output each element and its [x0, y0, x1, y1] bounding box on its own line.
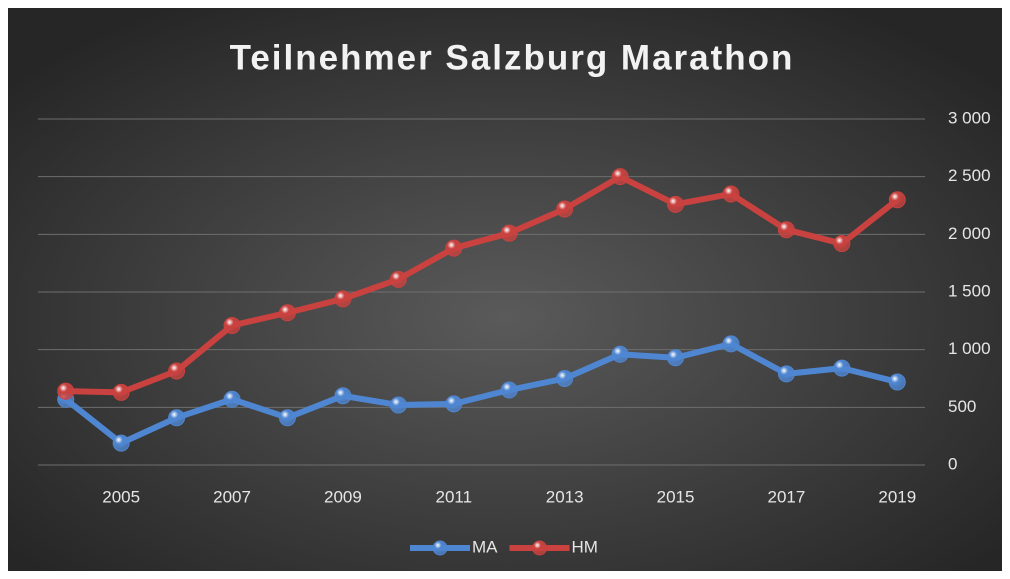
data-point [389, 270, 407, 288]
data-point [445, 395, 463, 413]
data-point [722, 185, 740, 203]
x-tick-label: 2011 [436, 487, 473, 506]
y-tick-label: 0 [948, 454, 957, 473]
data-point [334, 387, 352, 405]
data-point [833, 359, 851, 377]
data-point [278, 409, 296, 427]
data-point [112, 434, 130, 452]
data-point [445, 239, 463, 257]
x-tick-label: 2019 [878, 487, 916, 506]
data-point [389, 396, 407, 414]
x-tick-label: 2017 [767, 487, 805, 506]
data-point [168, 409, 186, 427]
y-tick-label: 2 500 [948, 166, 991, 185]
data-point [611, 345, 629, 363]
data-point [667, 349, 685, 367]
y-tick-label: 1 500 [948, 281, 991, 300]
chart-background [8, 8, 1002, 571]
data-point [57, 382, 75, 400]
x-tick-label: 2013 [546, 487, 584, 506]
data-point [667, 195, 685, 213]
data-point [611, 168, 629, 186]
y-tick-label: 2 000 [948, 224, 991, 243]
data-point [112, 383, 130, 401]
data-point [777, 221, 795, 239]
data-point [722, 335, 740, 353]
data-point [223, 390, 241, 408]
series-line [63, 340, 899, 447]
data-point [168, 362, 186, 380]
y-tick-label: 1 000 [948, 339, 991, 358]
legend-label: MA [472, 537, 498, 556]
chart-title: Teilnehmer Salzburg Marathon [230, 38, 795, 77]
grid [38, 118, 925, 466]
y-tick-label: 3 000 [948, 108, 991, 127]
data-point [278, 304, 296, 322]
x-tick-label: 2005 [102, 487, 140, 506]
data-point [888, 191, 906, 209]
x-tick-label: 2015 [657, 487, 695, 506]
legend-label: HM [572, 537, 598, 556]
data-point [223, 316, 241, 334]
data-point [556, 200, 574, 218]
data-point [556, 370, 574, 387]
data-point [777, 365, 795, 383]
x-tick-label: 2007 [213, 487, 251, 506]
data-point [334, 290, 352, 308]
plot [57, 168, 906, 452]
series-line [65, 173, 900, 396]
data-point [833, 235, 851, 253]
data-point [500, 224, 518, 242]
x-tick-label: 2009 [324, 487, 362, 506]
legend-marker [432, 540, 448, 556]
data-point [888, 373, 906, 391]
legend-marker [532, 540, 547, 556]
data-point [500, 381, 518, 399]
y-tick-label: 500 [948, 397, 976, 416]
